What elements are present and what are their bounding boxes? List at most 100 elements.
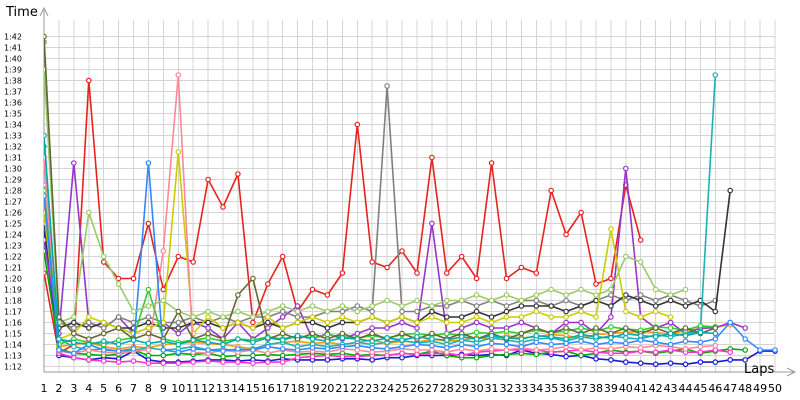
data-point: [235, 359, 241, 365]
data-point: [160, 360, 167, 367]
data-point: [384, 325, 390, 331]
data-point: [443, 303, 450, 309]
data-point: [608, 346, 614, 352]
x-tick-label: 29: [455, 382, 469, 395]
data-point: [563, 336, 569, 342]
data-point: [682, 332, 689, 339]
data-point: [578, 303, 584, 309]
data-point: [458, 346, 465, 352]
data-point: [608, 292, 614, 298]
data-point: [548, 286, 555, 293]
data-point: [622, 335, 629, 341]
data-point: [399, 343, 405, 350]
data-point: [429, 330, 435, 337]
data-point: [458, 297, 465, 304]
data-point: [100, 319, 107, 326]
data-point: [473, 354, 480, 361]
data-point: [339, 335, 346, 341]
data-point: [339, 343, 346, 350]
data-point: [443, 297, 450, 304]
data-point: [443, 314, 450, 320]
data-point: [115, 325, 122, 331]
data-point: [593, 333, 599, 340]
y-axis-arrow: [39, 6, 49, 17]
data-point: [712, 347, 719, 353]
data-point: [160, 297, 167, 304]
data-point: [652, 303, 659, 309]
y-tick-label: 1:42: [4, 33, 22, 42]
data-point: [250, 325, 256, 331]
data-point: [518, 314, 525, 320]
data-point: [742, 336, 749, 342]
data-point: [264, 343, 271, 350]
data-point: [682, 338, 689, 345]
data-point: [548, 333, 555, 340]
data-point: [354, 342, 361, 349]
data-point: [533, 339, 540, 346]
data-point: [369, 325, 376, 331]
data-point: [264, 350, 271, 357]
data-point: [175, 72, 182, 78]
data-point: [175, 325, 182, 331]
data-point: [697, 349, 704, 356]
x-tick-label: 34: [529, 382, 543, 395]
data-point: [443, 319, 450, 326]
data-point: [250, 352, 256, 359]
data-point: [637, 314, 644, 320]
data-point: [130, 358, 137, 364]
data-point: [250, 275, 256, 282]
data-point: [548, 303, 555, 309]
data-point: [727, 319, 734, 326]
data-point: [622, 350, 629, 357]
data-point: [488, 160, 495, 166]
data-point: [608, 286, 614, 293]
data-point: [309, 314, 316, 320]
data-point: [593, 281, 599, 287]
data-point: [399, 354, 405, 361]
data-point: [44, 33, 47, 40]
data-point: [697, 359, 704, 365]
y-axis-title: Time: [5, 5, 38, 20]
series-line: [44, 135, 716, 346]
data-point: [622, 330, 629, 337]
data-point: [235, 171, 241, 177]
data-point: [399, 337, 405, 343]
data-point: [593, 341, 599, 348]
data-point: [697, 322, 704, 329]
x-tick-label: 39: [604, 382, 618, 395]
x-tick-label: 2: [55, 382, 62, 395]
data-point: [429, 308, 435, 315]
data-point: [71, 343, 77, 350]
data-point: [414, 308, 420, 315]
x-tick-label: 21: [335, 382, 349, 395]
x-tick-label: 23: [365, 382, 379, 395]
data-point: [205, 339, 211, 346]
data-point: [757, 347, 763, 353]
data-point: [503, 314, 510, 320]
data-point: [667, 292, 674, 298]
data-point: [309, 336, 316, 342]
data-point: [548, 346, 555, 352]
data-point: [473, 275, 480, 282]
y-tick-label: 1:16: [4, 319, 22, 328]
data-point: [264, 319, 271, 326]
y-tick-label: 1:24: [4, 231, 22, 240]
data-point: [622, 308, 629, 315]
data-point: [100, 338, 107, 345]
data-point: [518, 330, 525, 337]
x-tick-label: 30: [470, 382, 484, 395]
data-point: [458, 333, 465, 340]
y-tick-label: 1:30: [4, 165, 22, 174]
data-point: [443, 349, 450, 356]
data-point: [384, 335, 390, 341]
data-point: [250, 347, 256, 353]
series-lines: [44, 33, 778, 368]
data-point: [294, 314, 301, 320]
data-point: [712, 72, 719, 78]
data-point: [86, 347, 92, 353]
data-point: [563, 292, 569, 298]
y-tick-label: 1:40: [4, 55, 22, 64]
data-point: [518, 343, 525, 350]
y-tick-label: 1:14: [4, 341, 22, 350]
data-point: [250, 339, 256, 346]
